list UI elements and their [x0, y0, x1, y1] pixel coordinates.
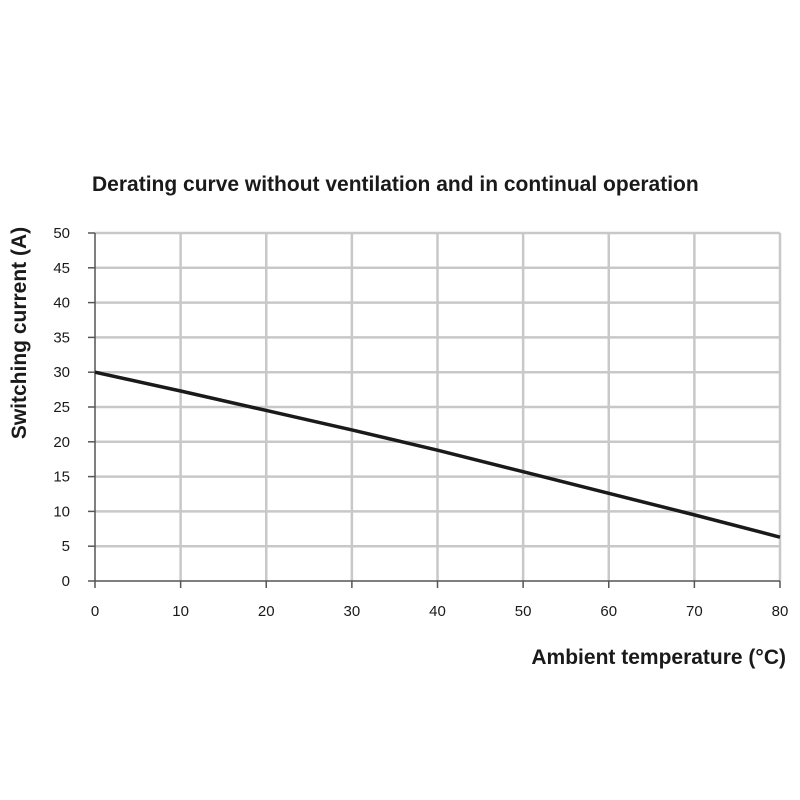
y-tick-label: 40 [53, 295, 70, 312]
series [94, 370, 781, 539]
x-axis-label: Ambient temperature (°C) [531, 646, 786, 669]
y-tick-label: 10 [53, 503, 70, 520]
y-tick-label: 0 [62, 573, 70, 590]
y-tick-label: 45 [53, 260, 70, 277]
x-tick-label: 30 [344, 603, 361, 620]
y-tick-label: 35 [53, 329, 70, 346]
x-tick-labels: 0 10 20 30 40 50 60 70 80 [91, 603, 789, 620]
y-tick-label: 15 [53, 469, 70, 486]
x-tick-label: 20 [258, 603, 275, 620]
x-tick-label: 80 [772, 603, 789, 620]
chart-title: Derating curve without ventilation and i… [92, 173, 699, 196]
y-tick-label: 25 [53, 399, 70, 416]
axes [88, 232, 781, 588]
x-tick-label: 40 [429, 603, 446, 620]
y-tick-label: 5 [62, 538, 70, 555]
y-tick-label: 30 [53, 364, 70, 381]
x-tick-label: 50 [515, 603, 532, 620]
y-tick-label: 20 [53, 434, 70, 451]
x-tick-label: 10 [172, 603, 189, 620]
x-tick-label: 0 [91, 603, 99, 620]
grid [95, 231, 782, 581]
derating-series-line [94, 370, 781, 539]
x-tick-label: 60 [600, 603, 617, 620]
y-axis-label: Switching current (A) [8, 227, 31, 439]
y-tick-labels: 0 5 10 15 20 25 30 35 40 45 50 [53, 225, 70, 590]
y-tick-label: 50 [53, 225, 70, 242]
x-tick-label: 70 [686, 603, 703, 620]
